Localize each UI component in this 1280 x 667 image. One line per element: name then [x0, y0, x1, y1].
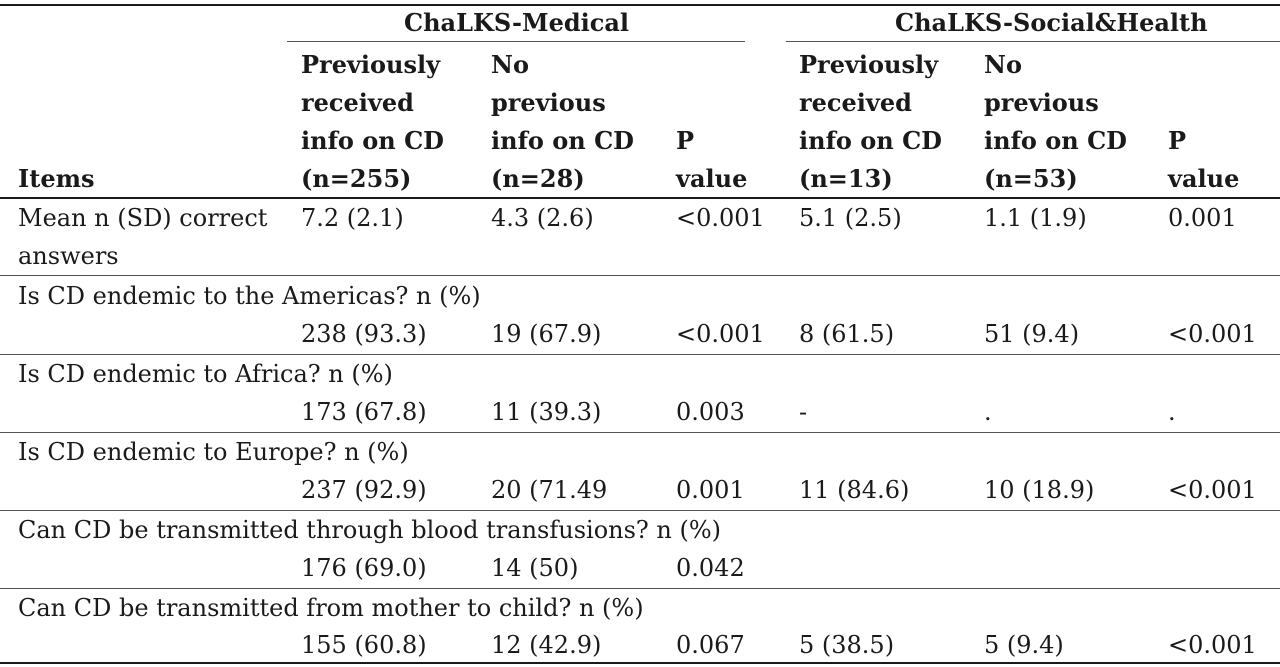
row-blood-label: Can CD be transmitted through blood tran…	[18, 516, 722, 544]
row-europe-soc-prev: 11 (84.6)	[799, 476, 910, 504]
row-mother-soc-noprev: 5 (9.4)	[984, 631, 1064, 659]
row-mean-soc-prev: 5.1 (2.5)	[799, 204, 902, 232]
row-mother-label: Can CD be transmitted from mother to chi…	[18, 594, 644, 622]
top-rule	[0, 4, 1280, 6]
row-mother-med-prev: 155 (60.8)	[301, 631, 427, 659]
row-africa-label: Is CD endemic to Africa? n (%)	[18, 360, 393, 388]
header-med-noprev-line2: previous	[491, 88, 606, 117]
row-europe-med-prev: 237 (92.9)	[301, 476, 427, 504]
row-africa-med-noprev: 11 (39.3)	[491, 398, 602, 426]
bottom-rule	[0, 662, 1280, 664]
header-items: Items	[18, 164, 95, 193]
row-rule-2	[0, 354, 1280, 355]
header-soc-noprev-line2: previous	[984, 88, 1099, 117]
row-europe-label: Is CD endemic to Europe? n (%)	[18, 438, 409, 466]
header-soc-noprev-n: (n=53)	[984, 164, 1078, 193]
row-mother-soc-p: <0.001	[1168, 631, 1257, 659]
header-bottom-rule	[0, 197, 1280, 199]
header-soc-noprev-line1: No	[984, 50, 1022, 79]
header-soc-p-line1: P	[1168, 126, 1187, 155]
header-med-prev-line2: received	[301, 88, 414, 117]
header-med-noprev-line1: No	[491, 50, 529, 79]
header-soc-prev-line3: info on CD	[799, 126, 942, 155]
row-americas-soc-prev: 8 (61.5)	[799, 320, 895, 348]
row-americas-med-noprev: 19 (67.9)	[491, 320, 602, 348]
group-header-medical: ChaLKS-Medical	[404, 8, 630, 37]
medical-group-rule	[287, 41, 745, 42]
header-soc-noprev-line3: info on CD	[984, 126, 1127, 155]
row-africa-soc-noprev: .	[984, 398, 992, 426]
row-mean-med-prev: 7.2 (2.1)	[301, 204, 404, 232]
row-mother-med-noprev: 12 (42.9)	[491, 631, 602, 659]
row-americas-label: Is CD endemic to the Americas? n (%)	[18, 282, 481, 310]
header-soc-prev-line1: Previously	[799, 50, 939, 79]
header-med-p-line2: value	[676, 164, 748, 193]
row-mean-med-p: <0.001	[676, 204, 765, 232]
header-med-noprev-line3: info on CD	[491, 126, 634, 155]
row-blood-med-p: 0.042	[676, 554, 745, 582]
row-rule-3	[0, 432, 1280, 433]
header-med-prev-line3: info on CD	[301, 126, 444, 155]
row-europe-med-p: 0.001	[676, 476, 745, 504]
row-europe-soc-noprev: 10 (18.9)	[984, 476, 1095, 504]
header-med-noprev-n: (n=28)	[491, 164, 585, 193]
row-americas-med-p: <0.001	[676, 320, 765, 348]
group-header-social: ChaLKS-Social&Health	[895, 8, 1208, 37]
header-soc-p-line2: value	[1168, 164, 1240, 193]
social-group-rule	[786, 41, 1280, 42]
row-mother-med-p: 0.067	[676, 631, 745, 659]
header-med-prev-line1: Previously	[301, 50, 441, 79]
row-mean-med-noprev: 4.3 (2.6)	[491, 204, 594, 232]
header-soc-prev-line2: received	[799, 88, 912, 117]
row-rule-5	[0, 588, 1280, 589]
row-europe-soc-p: <0.001	[1168, 476, 1257, 504]
header-med-p-line1: P	[676, 126, 695, 155]
row-mother-soc-prev: 5 (38.5)	[799, 631, 895, 659]
row-africa-med-p: 0.003	[676, 398, 745, 426]
row-mean-label-line1: Mean n (SD) correct	[18, 204, 268, 232]
row-americas-soc-p: <0.001	[1168, 320, 1257, 348]
row-americas-med-prev: 238 (93.3)	[301, 320, 427, 348]
row-africa-soc-p: .	[1168, 398, 1176, 426]
row-americas-soc-noprev: 51 (9.4)	[984, 320, 1080, 348]
row-africa-soc-prev: -	[799, 398, 808, 426]
row-rule-1	[0, 275, 1280, 276]
row-europe-med-noprev: 20 (71.49	[491, 476, 608, 504]
row-mean-soc-p: 0.001	[1168, 204, 1237, 232]
row-blood-med-noprev: 14 (50)	[491, 554, 579, 582]
row-blood-med-prev: 176 (69.0)	[301, 554, 427, 582]
row-africa-med-prev: 173 (67.8)	[301, 398, 427, 426]
header-med-prev-n: (n=255)	[301, 164, 412, 193]
row-mean-soc-noprev: 1.1 (1.9)	[984, 204, 1087, 232]
header-soc-prev-n: (n=13)	[799, 164, 893, 193]
row-rule-4	[0, 510, 1280, 511]
row-mean-label-line2: answers	[18, 242, 119, 270]
